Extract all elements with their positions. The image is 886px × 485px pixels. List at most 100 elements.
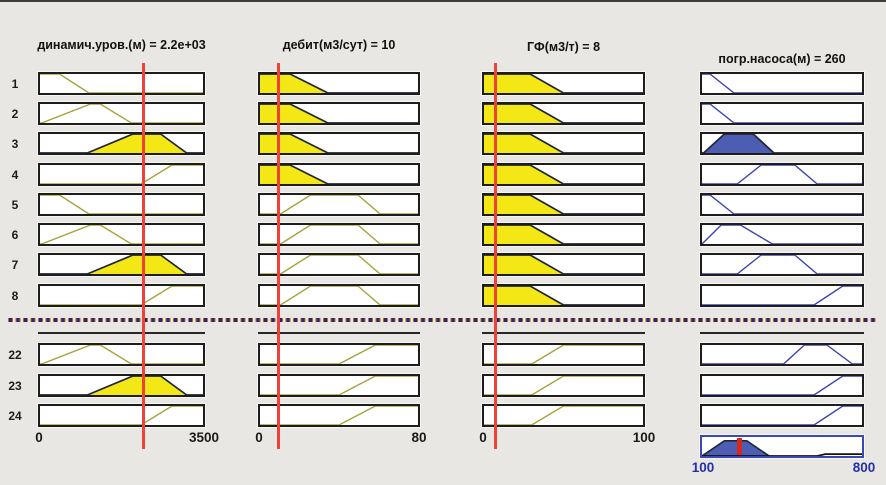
rule-number-label[interactable]: 6 <box>11 228 19 242</box>
membership-function-plot <box>702 406 862 425</box>
mf-cell-col2-row6[interactable] <box>258 223 420 246</box>
rule-number-label[interactable]: 24 <box>8 409 22 423</box>
mf-cell-col3-row3[interactable] <box>482 132 645 155</box>
membership-function-plot <box>484 104 643 123</box>
mf-cell-col2-row7[interactable] <box>258 253 420 276</box>
mf-cell-col1-row2[interactable] <box>38 102 205 125</box>
rule-number-label[interactable]: 22 <box>8 348 22 362</box>
mf-cell-col3-row22[interactable] <box>482 343 645 366</box>
input-value-line[interactable] <box>493 63 497 449</box>
membership-function-plot <box>260 406 418 425</box>
membership-function-plot <box>40 406 203 425</box>
rule-number-label[interactable]: 1 <box>11 77 19 91</box>
membership-function-plot <box>484 165 643 184</box>
mf-cell-col2-row8[interactable] <box>258 284 420 307</box>
mf-cell-col1-row22[interactable] <box>38 343 205 366</box>
input-value-line[interactable] <box>141 63 145 449</box>
output-title-pump-head: погр.насоса(м) = 260 <box>718 52 846 66</box>
membership-function-plot <box>260 345 418 364</box>
rule-number-label[interactable]: 7 <box>11 258 19 272</box>
input-title-dynamic-level: динамич.уров.(м) = 2.2e+03 <box>37 38 206 52</box>
membership-function-plot <box>702 286 862 305</box>
membership-function-plot <box>484 286 643 305</box>
mf-cell-col3-row7[interactable] <box>482 253 645 276</box>
membership-function-plot <box>484 255 643 274</box>
membership-function-plot <box>484 345 643 364</box>
membership-function-plot <box>702 165 862 184</box>
mf-cell-col4-row24[interactable] <box>700 404 864 427</box>
mf-cell-col2-row1[interactable] <box>258 72 420 95</box>
mf-cell-col2-row3[interactable] <box>258 132 420 155</box>
membership-function-plot <box>484 195 643 214</box>
mf-cell-col4-row4[interactable] <box>700 163 864 186</box>
mf-cell-col2-row2[interactable] <box>258 102 420 125</box>
membership-function-plot <box>702 195 862 214</box>
mf-cell-col1-row3[interactable] <box>38 132 205 155</box>
mf-cell-col2-row24[interactable] <box>258 404 420 427</box>
membership-function-plot <box>260 255 418 274</box>
mf-cell-col3-row8[interactable] <box>482 284 645 307</box>
rows-omitted-separator <box>8 318 878 322</box>
mf-cell-col4-row22[interactable] <box>700 343 864 366</box>
input-value-line[interactable] <box>276 63 280 449</box>
mf-cell-col4-row8[interactable] <box>700 284 864 307</box>
membership-function-plot <box>260 165 418 184</box>
mf-cell-col4-row1[interactable] <box>700 72 864 95</box>
membership-function-plot <box>40 74 203 93</box>
mf-cell-col4-row2[interactable] <box>700 102 864 125</box>
aggregate-output-strip <box>700 435 864 458</box>
mf-cell-col1-row4[interactable] <box>38 163 205 186</box>
rule-number-label[interactable]: 2 <box>11 107 19 121</box>
membership-function-plot <box>260 104 418 123</box>
mf-cell-col4-row7[interactable] <box>700 253 864 276</box>
mf-cell-col3-row2[interactable] <box>482 102 645 125</box>
mf-cell-col3-row4[interactable] <box>482 163 645 186</box>
mf-cell-col2-row23[interactable] <box>258 374 420 397</box>
axis-min-label: 0 <box>479 430 487 445</box>
membership-function-plot <box>40 134 203 153</box>
mf-cell-col4-row6[interactable] <box>700 223 864 246</box>
membership-function-plot <box>40 195 203 214</box>
membership-function-plot <box>40 286 203 305</box>
mf-cell-col1-row1[interactable] <box>38 72 205 95</box>
mf-cell-col4-row5[interactable] <box>700 193 864 216</box>
mf-cell-col1-row23[interactable] <box>38 374 205 397</box>
membership-function-plot <box>484 134 643 153</box>
rule-number-label[interactable]: 4 <box>11 168 19 182</box>
mf-cell-col1-row8[interactable] <box>38 284 205 307</box>
mf-cell-col3-row1[interactable] <box>482 72 645 95</box>
mf-cell-col1-row7[interactable] <box>38 253 205 276</box>
axis-max-label: 3500 <box>188 430 220 445</box>
membership-function-plot <box>702 376 862 395</box>
mf-cell-col3-row24[interactable] <box>482 404 645 427</box>
mf-cell-col1-row6[interactable] <box>38 223 205 246</box>
defuzzified-value-bar <box>736 438 742 455</box>
membership-function-plot <box>484 406 643 425</box>
mf-cell-col3-row5[interactable] <box>482 193 645 216</box>
mf-cell-col2-row5[interactable] <box>258 193 420 216</box>
input-title-gf: ГФ(м3/т) = 8 <box>526 40 601 54</box>
mf-cell-col1-row5[interactable] <box>38 193 205 216</box>
mf-cell-col2-row4[interactable] <box>258 163 420 186</box>
membership-function-plot <box>702 74 862 93</box>
mf-cell-col1-row24[interactable] <box>38 404 205 427</box>
membership-function-plot <box>260 74 418 93</box>
rule-number-label[interactable]: 5 <box>11 198 19 212</box>
rule-number-label[interactable]: 23 <box>8 379 22 393</box>
membership-function-plot <box>484 376 643 395</box>
membership-function-plot <box>260 225 418 244</box>
mf-cell-col3-row6[interactable] <box>482 223 645 246</box>
membership-function-plot <box>40 255 203 274</box>
rule-number-label[interactable]: 8 <box>11 289 19 303</box>
output-axis-max-label: 800 <box>852 460 876 475</box>
mf-cell-col4-row23[interactable] <box>700 374 864 397</box>
mf-cell-col3-row23[interactable] <box>482 374 645 397</box>
rule-number-label[interactable]: 3 <box>11 137 19 151</box>
membership-function-plot <box>40 104 203 123</box>
membership-function-plot <box>40 165 203 184</box>
mf-cell-col2-row22[interactable] <box>258 343 420 366</box>
mf-cell-col4-row3[interactable] <box>700 132 864 155</box>
axis-max-label: 80 <box>411 430 427 445</box>
membership-function-plot <box>702 134 862 153</box>
